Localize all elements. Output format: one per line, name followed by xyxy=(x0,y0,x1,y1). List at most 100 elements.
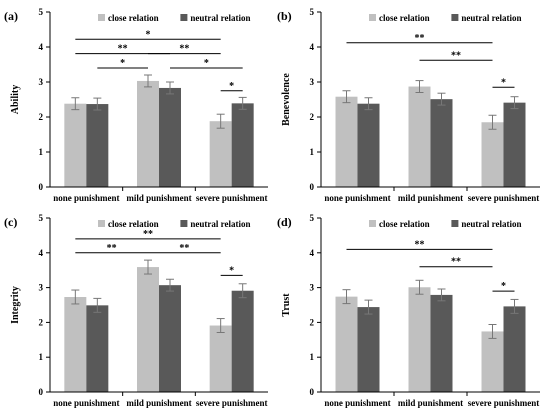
chart-2-ylabel: Integrity xyxy=(10,286,21,324)
chart-2-ytick-label-1: 1 xyxy=(39,352,44,362)
chart-3-sig-label-1: ** xyxy=(451,257,461,268)
chart-0-bar-0-1 xyxy=(137,80,159,187)
chart-0-bar-0-0 xyxy=(64,103,87,187)
chart-2-sig-label-1: ** xyxy=(107,243,117,254)
chart-2-panel-label: (c) xyxy=(4,215,17,229)
chart-3-ytick-label-5: 5 xyxy=(310,213,315,223)
chart-2-ytick-label-0: 0 xyxy=(39,387,44,397)
chart-3-legend-swatch-1 xyxy=(451,220,459,227)
chart-3-category-label-2: severe punishment xyxy=(468,398,540,408)
chart-3-ytick-label-4: 4 xyxy=(310,248,315,258)
chart-1-category-label-0: none punishment xyxy=(324,193,390,203)
chart-1-ytick-label-1: 1 xyxy=(310,147,315,157)
chart-2-ytick-label-2: 2 xyxy=(39,317,44,327)
chart-3-category-label-1: mild punishment xyxy=(398,398,463,408)
chart-1-bar-0-2 xyxy=(481,122,504,187)
chart-2-sig-label-3: * xyxy=(229,265,234,276)
chart-2-bar-1-1 xyxy=(159,285,181,392)
chart-0-ytick-label-1: 1 xyxy=(39,147,44,157)
chart-3-bar-0-2 xyxy=(481,331,504,392)
chart-1-category-label-1: mild punishment xyxy=(398,193,463,203)
chart-1-legend-label-0: close relation xyxy=(379,13,430,23)
chart-3-ytick-label-0: 0 xyxy=(310,387,315,397)
chart-3-panel-label: (d) xyxy=(277,215,292,229)
chart-2-category-label-0: none punishment xyxy=(53,398,119,408)
chart-2-sig-label-0: ** xyxy=(143,229,153,240)
chart-0-bar-1-2 xyxy=(231,103,254,187)
chart-2-bar-0-0 xyxy=(64,296,87,392)
chart-3-legend-label-1: neutral relation xyxy=(461,219,521,229)
chart-1-panel-label: (b) xyxy=(277,9,292,23)
chart-0-ytick-label-2: 2 xyxy=(39,112,44,122)
chart-0-ytick-label-3: 3 xyxy=(39,77,44,87)
chart-2-legend-label-0: close relation xyxy=(108,219,159,229)
chart-0-sig-label-3: * xyxy=(120,58,125,69)
chart-0-legend-swatch-1 xyxy=(180,14,188,21)
chart-2-bar-1-0 xyxy=(86,305,109,392)
chart-0-sig-label-5: * xyxy=(229,81,234,92)
chart-2-legend-label-1: neutral relation xyxy=(190,219,250,229)
chart-2-legend-swatch-0 xyxy=(98,220,105,227)
chart-1-ytick-label-3: 3 xyxy=(310,77,315,87)
chart-0-category-label-1: mild punishment xyxy=(126,193,191,203)
chart-1-bar-0-1 xyxy=(408,86,431,187)
chart-1-ytick-label-0: 0 xyxy=(310,182,315,192)
chart-3-bar-0-1 xyxy=(408,287,431,392)
chart-1-sig-label-1: ** xyxy=(451,50,461,61)
chart-3-bar-1-0 xyxy=(357,307,380,392)
chart-2-sig-label-2: ** xyxy=(179,243,189,254)
chart-0-sig-label-4: * xyxy=(204,58,209,69)
chart-0-category-label-0: none punishment xyxy=(53,193,119,203)
chart-3-sig-label-2: * xyxy=(501,281,506,292)
chart-0-legend-label-0: close relation xyxy=(108,13,159,23)
chart-0-category-label-2: severe punishment xyxy=(196,193,268,203)
chart-2-ytick-label-3: 3 xyxy=(39,283,44,293)
chart-3-legend-label-0: close relation xyxy=(379,219,430,229)
chart-0-bar-0-2 xyxy=(209,121,232,187)
chart-0-bar-1-1 xyxy=(159,87,181,187)
chart-0-ylabel: Ability xyxy=(10,85,21,114)
chart-2-bar-1-2 xyxy=(231,290,254,392)
chart-3-ytick-label-1: 1 xyxy=(310,352,315,362)
chart-0-sig-label-2: ** xyxy=(179,44,189,55)
chart-0-legend-label-1: neutral relation xyxy=(190,13,250,23)
chart-0-ytick-label-0: 0 xyxy=(39,182,44,192)
chart-3-bar-1-2 xyxy=(503,306,526,392)
chart-1-sig-label-2: * xyxy=(501,77,506,88)
chart-3-bar-1-1 xyxy=(430,294,453,392)
chart-3-ytick-label-2: 2 xyxy=(310,317,315,327)
chart-2-ytick-label-4: 4 xyxy=(39,248,44,258)
chart-1-sig-label-0: ** xyxy=(415,33,425,44)
chart-3-sig-label-0: ** xyxy=(415,239,425,250)
chart-3-ytick-label-3: 3 xyxy=(310,283,315,293)
chart-1-legend-swatch-0 xyxy=(369,14,376,21)
chart-1-category-label-2: severe punishment xyxy=(468,193,540,203)
chart-1-ytick-label-5: 5 xyxy=(310,7,315,17)
chart-1-ylabel: Benevolence xyxy=(281,73,292,126)
chart-0-legend-swatch-0 xyxy=(98,14,105,21)
chart-1-bar-1-0 xyxy=(357,103,380,187)
chart-1-bar-1-1 xyxy=(430,99,453,187)
chart-1-bar-1-2 xyxy=(503,102,526,187)
chart-1-legend-label-1: neutral relation xyxy=(461,13,521,23)
chart-3-ylabel: Trust xyxy=(281,293,292,317)
chart-2-bar-0-1 xyxy=(137,267,159,392)
chart-0-sig-label-0: * xyxy=(146,29,151,40)
chart-3-legend-swatch-0 xyxy=(369,220,376,227)
chart-0-ytick-label-4: 4 xyxy=(39,42,44,52)
chart-2-ytick-label-5: 5 xyxy=(39,213,44,223)
chart-1-bar-0-0 xyxy=(335,96,358,187)
chart-0-sig-label-1: ** xyxy=(118,44,128,55)
chart-3-category-label-0: none punishment xyxy=(324,398,390,408)
chart-1-ytick-label-4: 4 xyxy=(310,42,315,52)
chart-2-bar-0-2 xyxy=(209,325,232,392)
chart-1-ytick-label-2: 2 xyxy=(310,112,315,122)
chart-0-ytick-label-5: 5 xyxy=(39,7,44,17)
chart-2-category-label-1: mild punishment xyxy=(126,398,191,408)
chart-1-legend-swatch-1 xyxy=(451,14,459,21)
chart-0-panel-label: (a) xyxy=(4,9,18,23)
chart-2-legend-swatch-1 xyxy=(180,220,188,227)
chart-2-category-label-2: severe punishment xyxy=(196,398,268,408)
chart-3-bar-0-0 xyxy=(335,296,358,392)
